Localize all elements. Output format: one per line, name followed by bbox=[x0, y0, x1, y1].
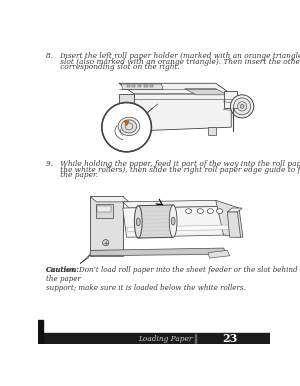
Ellipse shape bbox=[171, 217, 175, 225]
Text: slot (also marked with an orange triangle). Then insert the other holder into th: slot (also marked with an orange triangl… bbox=[46, 58, 300, 66]
Text: the white rollers), then slide the right roll paper edge guide to fit lightly ag: the white rollers), then slide the right… bbox=[46, 166, 300, 174]
Text: 23: 23 bbox=[222, 333, 237, 344]
Ellipse shape bbox=[121, 120, 137, 133]
Polygon shape bbox=[123, 200, 224, 208]
Bar bbox=[145, 85, 148, 87]
Ellipse shape bbox=[169, 205, 177, 237]
Ellipse shape bbox=[234, 98, 250, 115]
Polygon shape bbox=[216, 200, 243, 237]
Ellipse shape bbox=[230, 95, 254, 118]
Text: Caution:: Caution: bbox=[46, 266, 80, 274]
Ellipse shape bbox=[134, 206, 142, 238]
Polygon shape bbox=[227, 208, 242, 212]
Text: 9.   While holding the paper, feed it part of the way into the roll paper feeder: 9. While holding the paper, feed it part… bbox=[46, 160, 300, 168]
Polygon shape bbox=[138, 205, 173, 238]
Polygon shape bbox=[90, 196, 123, 251]
Polygon shape bbox=[90, 251, 123, 256]
Circle shape bbox=[103, 240, 109, 246]
Ellipse shape bbox=[240, 105, 244, 108]
Polygon shape bbox=[90, 248, 227, 256]
Ellipse shape bbox=[217, 209, 223, 213]
Circle shape bbox=[102, 103, 152, 152]
Ellipse shape bbox=[238, 102, 247, 111]
Bar bbox=[38, 333, 270, 344]
Ellipse shape bbox=[118, 117, 140, 135]
Ellipse shape bbox=[125, 123, 133, 130]
Text: the paper.: the paper. bbox=[46, 171, 98, 179]
Polygon shape bbox=[124, 121, 129, 125]
Ellipse shape bbox=[185, 209, 192, 213]
Text: Caution: Don’t load roll paper into the sheet feeder or the slot behind the pape: Caution: Don’t load roll paper into the … bbox=[46, 266, 298, 292]
Bar bbox=[195, 334, 196, 343]
Polygon shape bbox=[121, 131, 129, 137]
Bar bbox=[97, 206, 111, 212]
Ellipse shape bbox=[105, 106, 148, 149]
Bar bbox=[96, 204, 113, 218]
Polygon shape bbox=[123, 207, 227, 237]
Polygon shape bbox=[90, 196, 129, 202]
Polygon shape bbox=[208, 251, 230, 258]
Text: corresponding slot on the right.: corresponding slot on the right. bbox=[46, 63, 180, 71]
Polygon shape bbox=[119, 83, 231, 94]
Polygon shape bbox=[121, 84, 163, 90]
Polygon shape bbox=[134, 94, 231, 131]
Polygon shape bbox=[119, 94, 134, 131]
Polygon shape bbox=[80, 253, 92, 264]
Ellipse shape bbox=[197, 209, 203, 213]
Ellipse shape bbox=[207, 209, 213, 213]
Text: Loading Paper: Loading Paper bbox=[138, 335, 193, 342]
Bar bbox=[38, 320, 43, 344]
Ellipse shape bbox=[136, 218, 140, 226]
Text: 8.   Insert the left roll paper holder (marked with an orange triangle) into the: 8. Insert the left roll paper holder (ma… bbox=[46, 52, 300, 61]
Bar bbox=[132, 85, 135, 87]
Polygon shape bbox=[127, 225, 230, 232]
Bar bbox=[150, 85, 153, 87]
Polygon shape bbox=[185, 89, 227, 95]
Bar bbox=[138, 85, 141, 87]
Polygon shape bbox=[224, 91, 238, 108]
Bar bbox=[127, 85, 130, 87]
Polygon shape bbox=[227, 212, 241, 237]
Polygon shape bbox=[208, 127, 216, 135]
